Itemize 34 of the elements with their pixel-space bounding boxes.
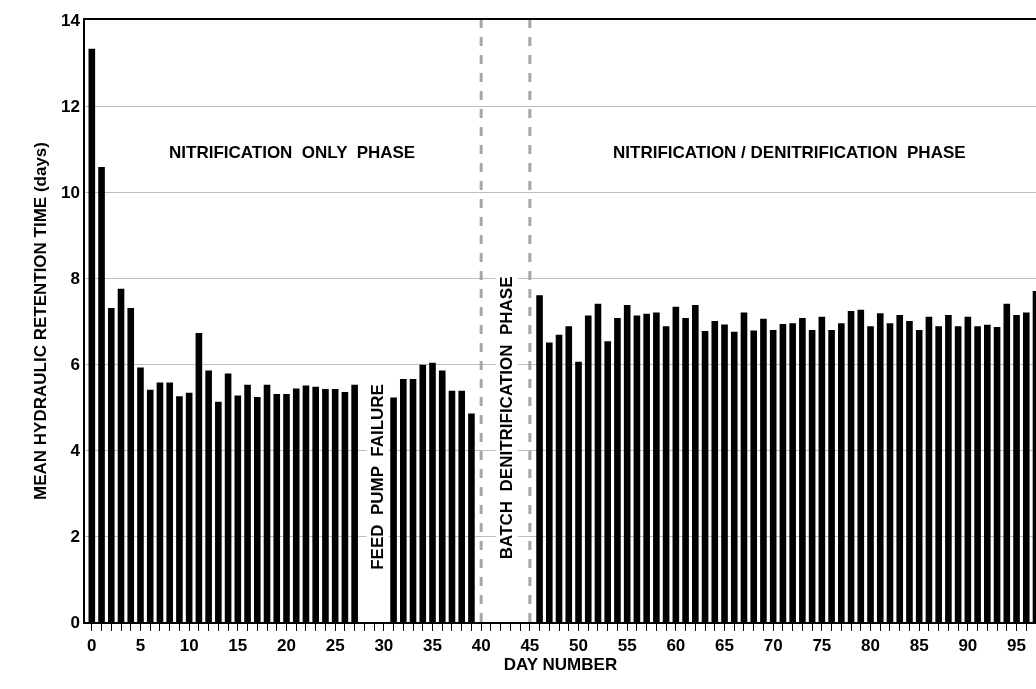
x-tick-label: 65 [715,636,734,656]
x-tick-label: 80 [861,636,880,656]
x-tick-label: 25 [325,636,345,656]
x-tick-label: 55 [617,636,637,656]
y-tick-label: 4 [70,440,81,460]
x-tick-label: 75 [812,636,832,656]
y-tick-label: 10 [60,182,80,202]
annotation: BATCH DENITRIFICATION PHASE [497,276,517,560]
x-tick-label: 20 [277,636,296,656]
x-tick-label: 45 [520,636,540,656]
x-axis-title: DAY NUMBER [503,655,618,675]
annotation: NITRIFICATION ONLY PHASE [169,143,416,162]
x-tick-label: 90 [958,636,978,656]
y-tick-label: 12 [60,96,80,116]
y-tick-label: 14 [60,10,81,30]
y-tick-label: 8 [70,268,80,288]
x-tick-label: 95 [1007,636,1026,656]
y-tick-label: 0 [70,612,80,632]
y-tick-label: 6 [70,354,80,374]
x-tick-label: 5 [135,636,146,656]
x-tick-label: 50 [569,636,588,656]
x-tick-label: 35 [423,636,442,656]
x-tick-label: 70 [763,636,783,656]
x-tick-label: 40 [471,636,491,656]
x-tick-label: 60 [666,636,686,656]
x-tick-label: 0 [87,636,97,656]
x-tick-label: 15 [228,636,248,656]
annotation: NITRIFICATION / DENITRIFICATION PHASE [613,143,966,162]
annotation: FEED PUMP FAILURE [367,384,387,570]
x-tick-label: 85 [909,636,929,656]
x-tick-label: 30 [374,636,394,656]
x-tick-label: 10 [179,636,199,656]
y-tick-label: 2 [70,526,80,546]
y-axis-title: MEAN HYDRAULIC RETENTION TIME (days) [30,142,50,500]
